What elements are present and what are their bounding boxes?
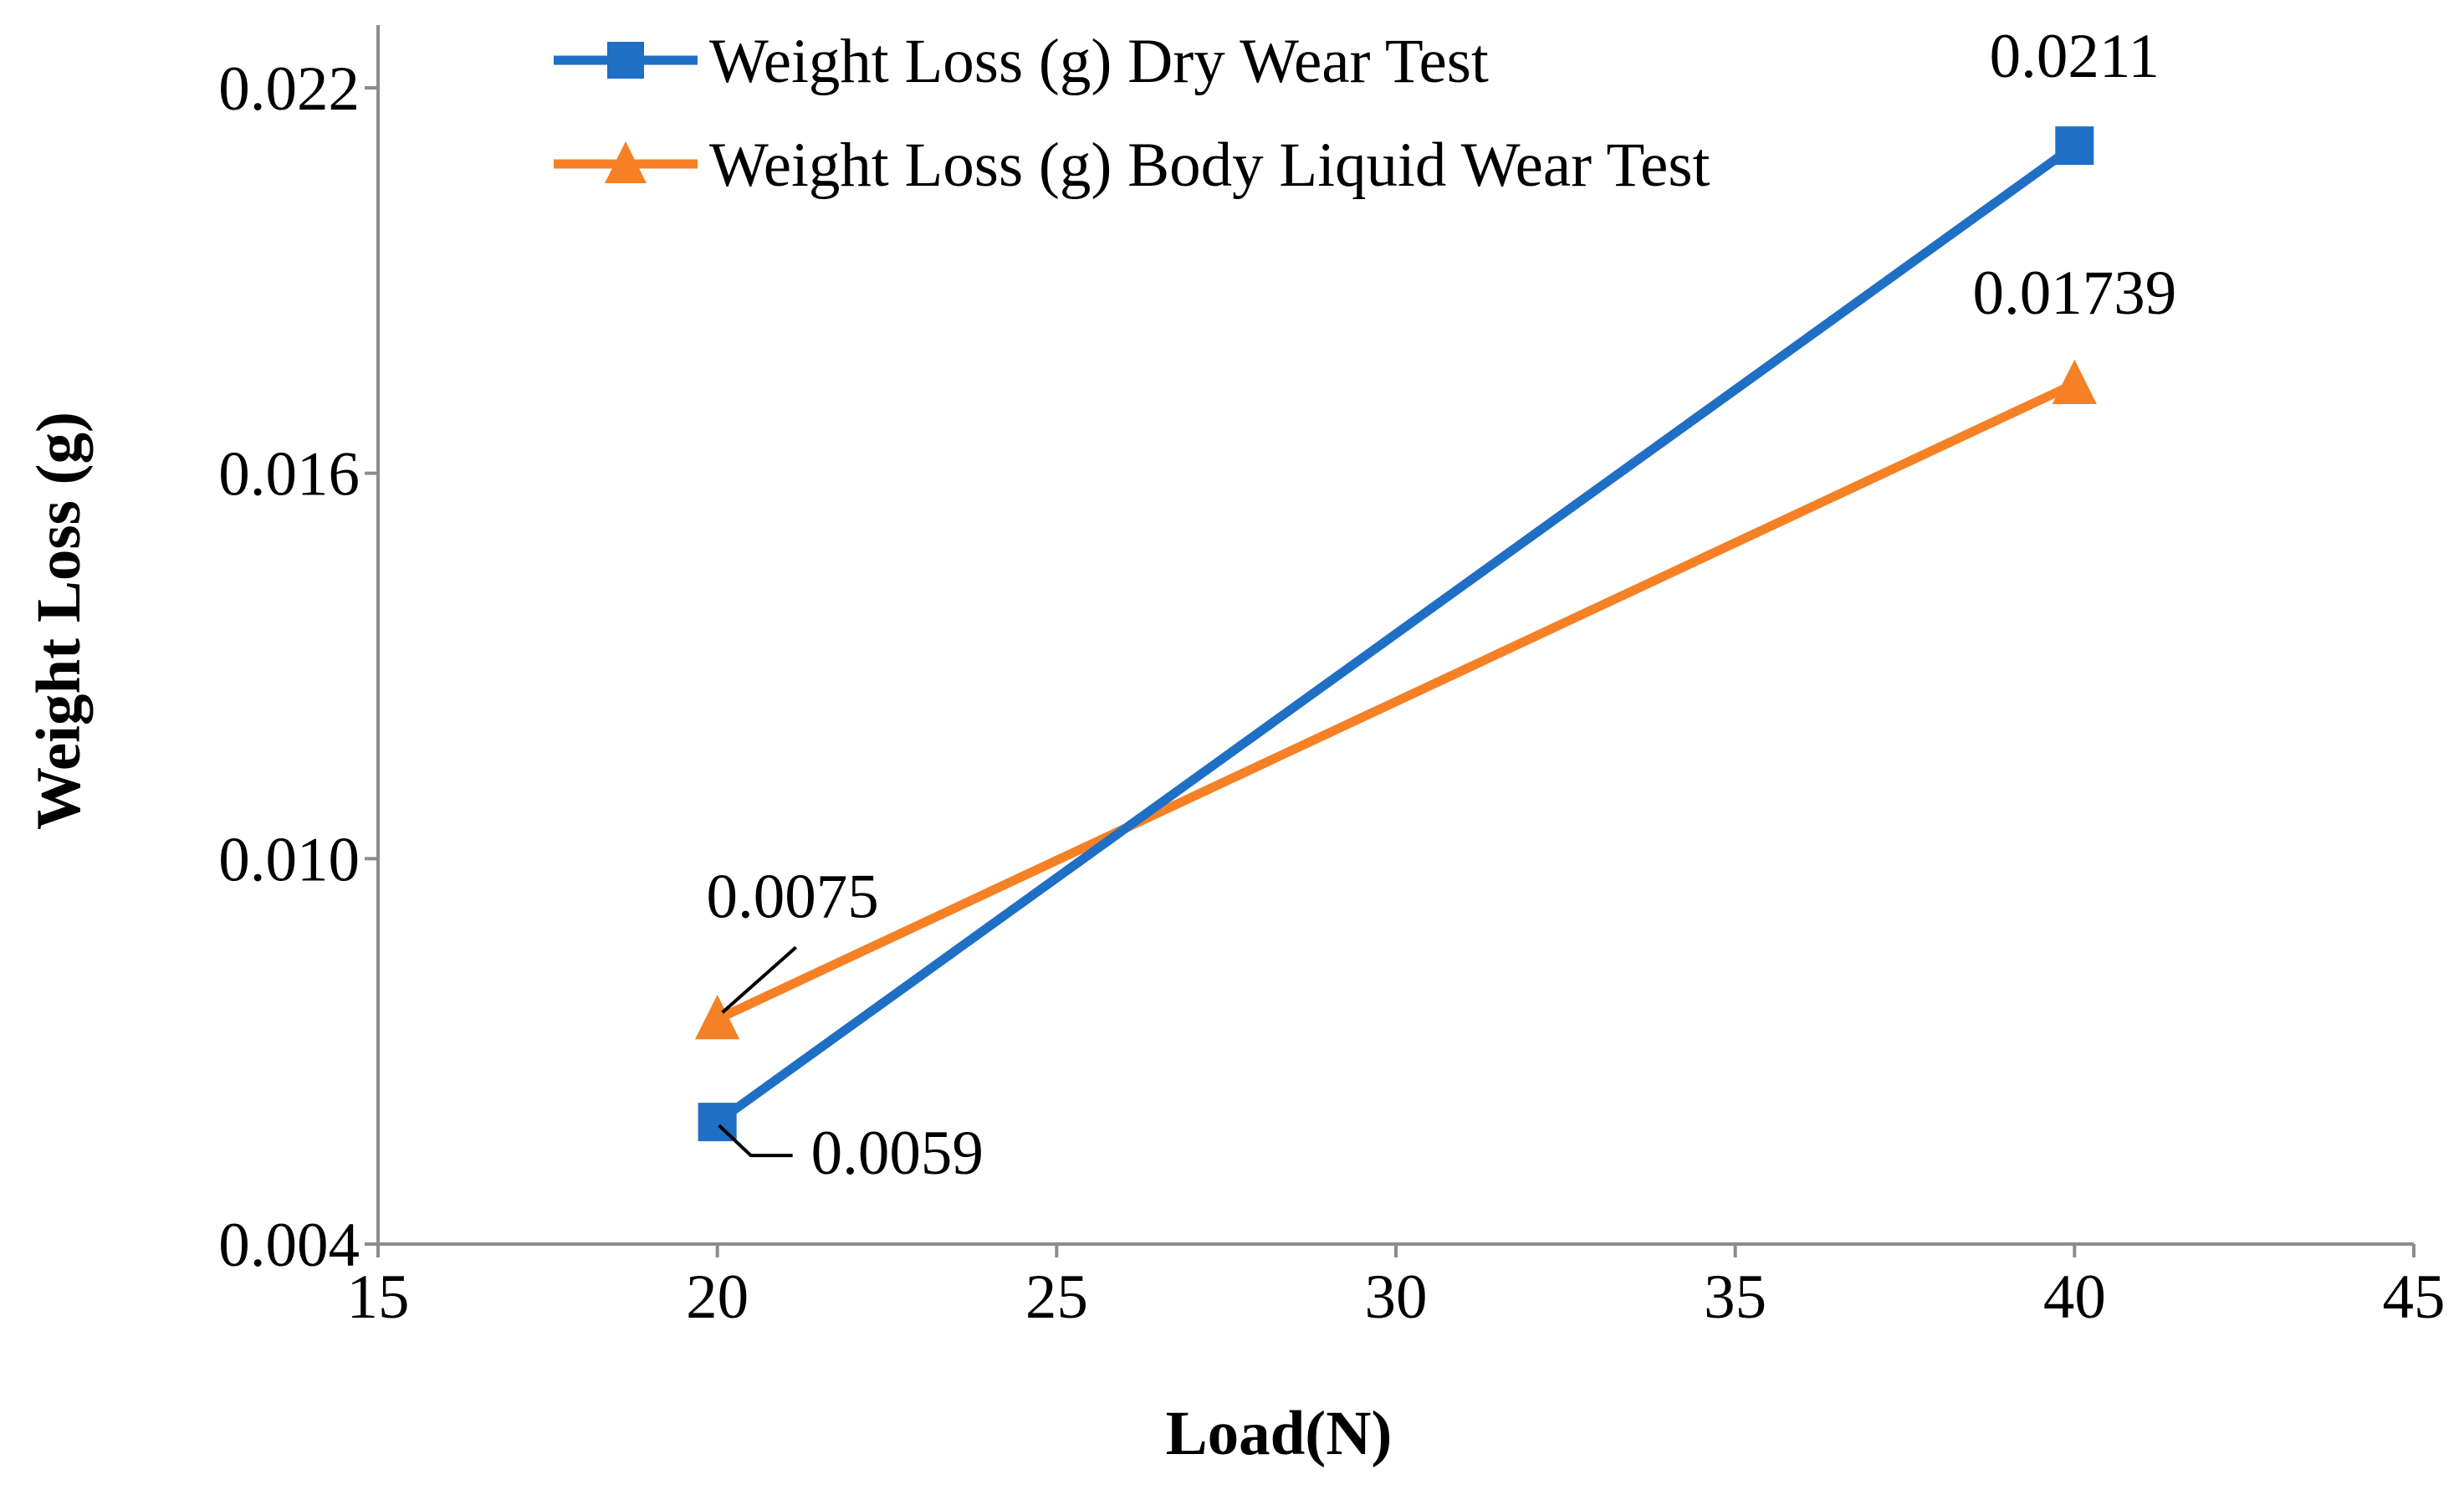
- label-leader-line: [721, 945, 797, 1014]
- x-tick-label: 20: [686, 1262, 749, 1332]
- data-point-body-liquid-wear: [695, 995, 740, 1040]
- legend-triangle-marker-icon: [605, 141, 647, 183]
- y-tick-label: 0.010: [218, 825, 360, 894]
- y-ticks: 0.004 0.010 0.016 0.022: [218, 54, 378, 1280]
- series-line-body-liquid-wear: [715, 379, 2077, 1024]
- axes: 0.004 0.010 0.016 0.022 15 20 25 30 35 40 45: [218, 25, 2446, 1332]
- legend-square-marker-icon: [607, 42, 644, 79]
- data-label-dry-wear: 0.0059: [811, 1119, 984, 1188]
- y-axis-title: Weight Loss (g): [24, 412, 94, 830]
- data-labels: 0.0059 0.0211 0.0075 0.01739: [707, 22, 2177, 1188]
- legend-item-dry-wear: Weight Loss (g) Dry Wear Test: [554, 27, 1489, 96]
- x-tick-label: 30: [1365, 1262, 1428, 1332]
- x-axis-title: Load(N): [1166, 1399, 1393, 1468]
- data-label-body-liquid-wear: 0.0075: [707, 862, 879, 931]
- x-tick-label: 25: [1025, 1262, 1088, 1332]
- series-layer: [695, 126, 2097, 1142]
- y-tick-label: 0.022: [218, 54, 360, 124]
- legend-item-body-liquid-wear: Weight Loss (g) Body Liquid Wear Test: [554, 131, 1710, 200]
- x-tick-label: 45: [2383, 1262, 2446, 1332]
- data-point-body-liquid-wear: [2052, 359, 2097, 404]
- x-tick-label: 40: [2043, 1262, 2106, 1332]
- data-point-dry-wear: [2055, 126, 2094, 166]
- data-label-dry-wear: 0.0211: [1990, 22, 2160, 91]
- legend-label-body-liquid-wear: Weight Loss (g) Body Liquid Wear Test: [709, 131, 1710, 200]
- legend: Weight Loss (g) Dry Wear Test Weight Los…: [554, 27, 1710, 200]
- y-tick-label: 0.004: [218, 1211, 360, 1280]
- label-leader-line: [718, 1124, 793, 1158]
- x-tick-label: 15: [347, 1262, 410, 1332]
- data-label-body-liquid-wear: 0.01739: [1972, 259, 2176, 328]
- data-point-dry-wear: [698, 1103, 737, 1142]
- legend-label-dry-wear: Weight Loss (g) Dry Wear Test: [709, 27, 1489, 96]
- x-tick-label: 35: [1704, 1262, 1766, 1332]
- y-tick-label: 0.016: [218, 440, 360, 510]
- x-ticks: 15 20 25 30 35 40 45: [347, 1244, 2446, 1332]
- series-line-dry-wear: [714, 141, 2078, 1126]
